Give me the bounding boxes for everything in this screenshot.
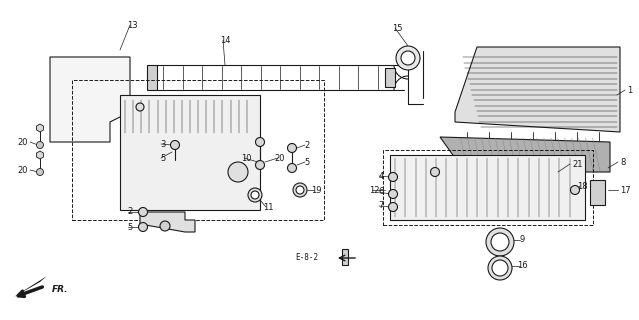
Circle shape [288,143,296,153]
Polygon shape [455,47,620,132]
Polygon shape [12,276,47,298]
Circle shape [288,164,296,172]
Bar [342,249,348,265]
Circle shape [136,103,144,111]
Text: 16: 16 [517,261,527,270]
Text: 11: 11 [263,203,273,212]
Circle shape [36,169,43,175]
Bar [120,95,260,210]
Circle shape [491,233,509,251]
Circle shape [401,51,415,65]
Circle shape [256,161,265,170]
Text: 3: 3 [160,140,166,148]
Circle shape [488,256,512,280]
Circle shape [251,191,259,199]
Text: 5: 5 [127,222,133,231]
Circle shape [492,260,508,276]
Text: 12: 12 [369,186,380,195]
Polygon shape [50,57,130,142]
Text: 8: 8 [620,157,626,166]
Text: 15: 15 [392,23,402,33]
Circle shape [228,162,248,182]
Text: 17: 17 [620,186,631,195]
Text: 2: 2 [304,140,310,149]
Text: FR.: FR. [52,285,68,294]
Text: 19: 19 [311,186,321,195]
Circle shape [571,186,580,195]
Bar [147,65,157,90]
Bar [72,80,324,220]
Circle shape [296,186,304,194]
Polygon shape [440,137,610,172]
Text: 5: 5 [160,154,166,163]
Circle shape [139,207,148,217]
Text: 21: 21 [572,159,583,169]
Circle shape [431,167,440,177]
Text: 7: 7 [378,202,383,211]
Circle shape [396,46,420,70]
Text: 20: 20 [17,165,28,174]
Polygon shape [140,212,195,232]
Polygon shape [36,151,43,159]
Text: 1: 1 [627,85,632,94]
Circle shape [248,188,262,202]
Circle shape [389,172,397,181]
Circle shape [389,189,397,198]
Bar [383,150,593,225]
Text: E-8-2: E-8-2 [295,253,318,262]
Circle shape [256,138,265,147]
Bar [385,68,395,87]
Bar [390,155,585,220]
Text: 20: 20 [17,138,28,147]
Text: 14: 14 [220,36,230,44]
Text: 9: 9 [520,236,525,244]
Circle shape [389,203,397,212]
Text: 18: 18 [576,181,587,190]
Circle shape [486,228,514,256]
Bar [590,180,605,205]
Text: 20: 20 [275,154,285,163]
Circle shape [171,140,180,149]
Circle shape [36,141,43,148]
Circle shape [139,222,148,231]
Circle shape [293,183,307,197]
Text: 5: 5 [304,157,310,166]
Text: 13: 13 [127,20,137,29]
Text: 10: 10 [241,154,251,163]
Circle shape [160,221,170,231]
Text: 2: 2 [127,207,133,217]
Text: 4: 4 [378,172,383,180]
Text: 6: 6 [378,188,383,196]
Polygon shape [36,124,43,132]
